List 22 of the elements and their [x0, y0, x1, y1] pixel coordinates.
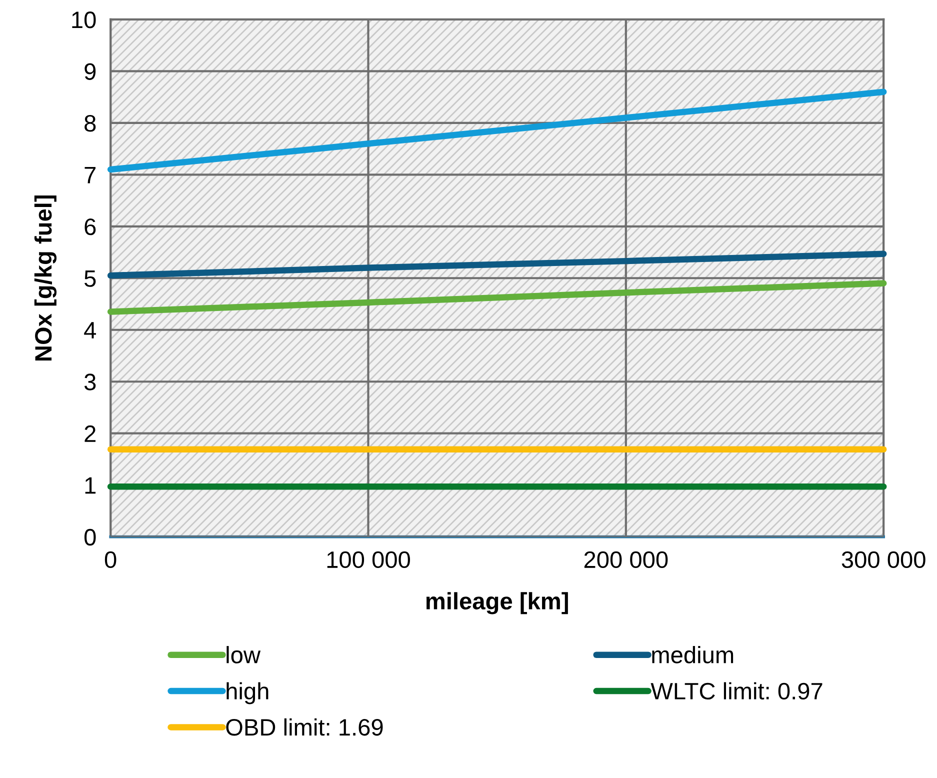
- y-tick-label: 1: [85, 477, 96, 494]
- y-tick-label: 9: [84, 63, 96, 80]
- y-tick-label: 2: [84, 425, 96, 442]
- y-tick-label: 4: [84, 322, 96, 338]
- x-axis-title: mileage [km]: [426, 592, 568, 614]
- y-tick-label: 7: [84, 166, 96, 184]
- x-tick-label: 200 000: [584, 551, 668, 568]
- y-tick-label: 6: [84, 218, 96, 236]
- legend-label: WLTC limit: 0.97: [650, 682, 822, 700]
- y-tick-label: 0: [84, 528, 96, 546]
- y-tick-label: 10: [72, 12, 96, 28]
- x-tick-label: 300 000: [842, 551, 926, 568]
- legend-label: medium: [652, 646, 734, 664]
- y-tick-label: 3: [84, 374, 96, 390]
- x-tick-label: 0: [104, 551, 116, 568]
- legend-label: low: [226, 646, 261, 664]
- y-tick-label: 5: [84, 270, 96, 287]
- x-tick-label: 100 000: [327, 551, 410, 568]
- y-tick-label: 8: [84, 114, 96, 132]
- legend-label: OBD limit: 1.69: [226, 718, 383, 736]
- y-axis-title: NOx [g/kg fuel]: [34, 196, 57, 361]
- legend-label: high: [226, 682, 268, 704]
